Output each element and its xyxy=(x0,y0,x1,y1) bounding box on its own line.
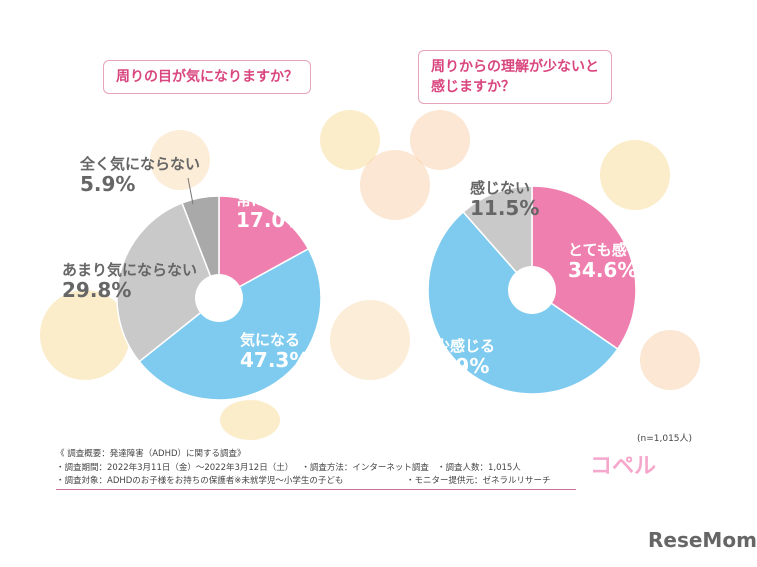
chart-title-right: 周りからの理解が少ないと 感じますか？ xyxy=(418,50,612,104)
footer-heading: 《 調査概要：発達障害（ADHD）に関する調査》 xyxy=(56,449,246,459)
pie-right xyxy=(427,185,637,395)
label-left-3: 全く気にならない 5.9% xyxy=(80,155,201,196)
label-right-1: 多少感じる 53.9% xyxy=(420,337,496,378)
leader-line xyxy=(187,177,194,205)
footer-period: ・調査期間：2022年3月11日（金）～2022年3月12日（土） xyxy=(56,462,294,473)
pie-left xyxy=(116,195,322,401)
bokeh xyxy=(220,400,280,440)
donut-hole xyxy=(508,266,556,314)
label-left-2: あまり気にならない 29.8% xyxy=(62,261,198,302)
label-right-0: とても感じる 34.6% xyxy=(568,241,657,282)
pie-slice-0-0 xyxy=(218,195,310,300)
bokeh xyxy=(150,130,210,190)
donut-hole xyxy=(195,274,243,322)
chart-title-left: 周りの目が気になりますか？ xyxy=(103,60,311,94)
bokeh xyxy=(360,150,430,220)
title-line1: 周りからの理解が少ないと xyxy=(431,59,599,75)
bokeh xyxy=(600,140,670,210)
title-line2: 感じますか？ xyxy=(431,79,515,95)
divider xyxy=(56,489,576,490)
sample-size: (n=1,015人) xyxy=(637,434,693,444)
bokeh xyxy=(40,290,130,380)
bokeh xyxy=(320,110,380,170)
resemom-watermark: ReseMom xyxy=(648,528,757,552)
footer-method: ・調査方法：インターネット調査 xyxy=(301,462,429,473)
bokeh xyxy=(330,300,410,380)
footer-provider: ・モニター提供元：ゼネラルリサーチ xyxy=(406,476,551,486)
pie-slice-0-1 xyxy=(138,247,322,401)
survey-footer: 《 調査概要：発達障害（ADHD）に関する調査》 ・調査期間：2022年3月11… xyxy=(56,448,551,489)
pie-slice-0-3 xyxy=(181,195,220,299)
label-right-2: 感じない 11.5% xyxy=(470,179,540,220)
label-left-1: 気になる 47.3% xyxy=(240,331,310,372)
pie-slice-0-2 xyxy=(116,201,220,363)
copel-logo: コペル xyxy=(590,454,657,479)
bokeh xyxy=(410,110,470,170)
pie-slice-1-0 xyxy=(531,185,637,351)
footer-count: ・調査人数：1,015人 xyxy=(436,462,521,473)
label-left-0: 常に気になる 17.0% xyxy=(236,191,327,232)
bokeh xyxy=(640,330,700,390)
footer-target: ・調査対象：ADHDのお子様をお持ちの保護者※未就学児～小学生の子ども xyxy=(56,476,344,486)
pie-slice-1-2 xyxy=(462,185,533,292)
